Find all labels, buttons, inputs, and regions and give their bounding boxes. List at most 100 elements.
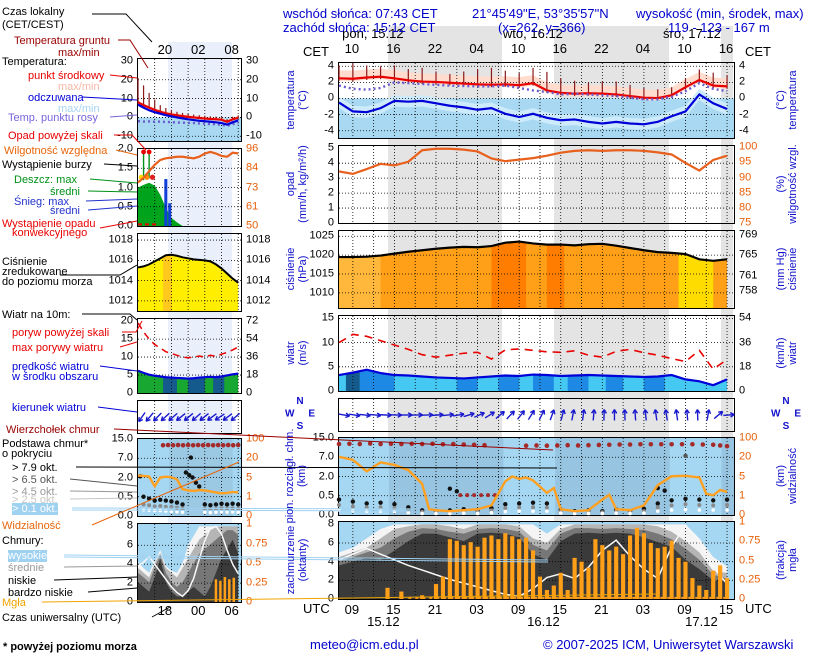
legend-item: w środku obszaru (12, 371, 99, 383)
time-axis-label: 22 (594, 41, 609, 56)
compass-north: N (782, 396, 790, 407)
panel-mini-clouds: 15.0 7.0 2.0 0.5 0.0 100 20 5 1 0 (112, 432, 265, 521)
axis-tick-label: 5 (327, 141, 334, 154)
axis-tick-label: 0 (246, 110, 253, 123)
axis-tick-label: 6 (126, 538, 133, 551)
time-axis-label: pon, 15.12 (342, 26, 404, 41)
plot-mini-cloud (137, 439, 241, 516)
axis-tick-label: 73 (246, 180, 259, 193)
axis-tick-label: 20 (120, 73, 133, 86)
legend-item: max/min (58, 47, 100, 59)
axis-tick-label: 20 (739, 450, 752, 463)
axis-label-pressure-right: (mm Hg) ciśnienie (775, 247, 799, 291)
plot-main-dir (338, 399, 735, 431)
time-axis-label: 21 (427, 602, 443, 617)
legend-item: odczuwana (28, 92, 84, 104)
axis-tick-label: 90 (739, 170, 752, 183)
plot-mini-okt (137, 524, 241, 602)
axis-tick-label: 2.0 (117, 470, 133, 483)
axis-tick-label: 54 (246, 332, 259, 345)
axis-tick-label: 0.5 (246, 556, 262, 569)
axis-tick-label: 2 (739, 75, 746, 88)
axis-label-fog-right: (frakcja) mgła (775, 540, 799, 580)
coordinates: 21°45'49"E, 53°35'57"N (472, 6, 609, 21)
time-axis-label: 17.12 (685, 614, 718, 629)
axis-tick-label: 0 (246, 509, 253, 522)
panel-mini-temperature: 30 20 10 0 -10 30 20 10 0 -10 (117, 54, 262, 142)
axis-tick-label: 0 (739, 592, 746, 605)
contact-email-link[interactable]: meteo@icm.edu.pl (310, 637, 419, 652)
panel-cloud-cover-fog: 8 6 4 2 0 1 0.75 0.5 0.25 0 (328, 515, 761, 604)
axis-tick-label: 8 (126, 519, 133, 532)
axis-tick-label: 1015 (309, 267, 334, 280)
axis-tick-label: 7.0 (117, 451, 133, 464)
axis-tick-label: 15 (120, 332, 133, 345)
legend-item: niskie (8, 575, 37, 587)
time-axis-label: 04 (635, 41, 651, 56)
time-axis-top-main: pon, 15.12 wto, 16.12 śro, 17.12 10 16 22 04 10… (338, 26, 733, 56)
time-axis-label: 16 (386, 41, 401, 56)
axis-label-cloud-left: pion. rozciągł. chm. (km) (284, 428, 308, 524)
axis-label-visibility-right: (km) widzialność (775, 447, 799, 505)
legend-item: Temperatura gruntu (14, 35, 110, 47)
axis-tick-label: 0.5 (117, 490, 133, 503)
axis-tick-label: 10 (246, 91, 259, 104)
altitude-label: wysokość (min, środek, max) (636, 6, 804, 21)
axis-tick-label: 1018 (108, 233, 133, 246)
utc-label-right: UTC (745, 601, 772, 616)
legend-item: max/min (58, 103, 100, 115)
panel-pressure: 1025 1020 1015 1010 769 765 761 758 (310, 229, 757, 309)
axis-tick-label: 75 (739, 216, 752, 229)
time-axis-label: 15 (718, 602, 734, 617)
axis-tick-label: 0.5 (318, 489, 334, 502)
axis-tick-label: 2 (126, 576, 133, 589)
axis-tick-label: 1.0 (117, 180, 133, 193)
axis-tick-label: 0 (739, 384, 746, 397)
legend-item: > 6.5 okt. (12, 474, 58, 486)
time-axis-label: 06 (224, 603, 239, 618)
axis-tick-label: 1 (327, 201, 334, 214)
legend-item: Podstawa chmur* (2, 438, 89, 450)
axis-tick-label: 20 (246, 73, 259, 86)
panel-precipitation-humidity: 5 4 3 2 1 0 100 95 90 85 80 75 (328, 141, 757, 229)
panel-mini-precipitation: 2.0 1.5 1.0 0.5 0.0 96 84 73 61 50 (118, 142, 259, 231)
axis-tick-label: 1018 (246, 233, 271, 246)
time-axis-label: 10 (677, 41, 692, 56)
grid-point: (x=262, y=366) (498, 20, 586, 35)
axis-tick-label: 1025 (309, 229, 334, 242)
panel-mini-wind: 20 15 10 5 0 72 54 36 18 0 (121, 315, 259, 399)
axis-tick-label: 0 (739, 91, 746, 104)
sunrise-time: wschód słońca: 07:43 CET (283, 6, 438, 21)
plot-mini-wind (137, 319, 241, 393)
time-axis-bottom-main: 09 15 21 03 09 15 21 03 09 15 15.12 16.12 17.12 (338, 600, 734, 629)
time-axis-label: 09 (677, 602, 692, 617)
legend-item: Wilgotność względna (4, 145, 108, 157)
legend-item: Wierzchołek chmur (6, 424, 100, 436)
plot-main-okt (338, 522, 734, 599)
sunset-time: zachód słońca: 15:12 CET (283, 20, 436, 35)
axis-tick-label: 0.0 (117, 219, 133, 232)
legend-item: max/min (58, 81, 100, 93)
axis-tick-label: 15.0 (111, 432, 133, 445)
axis-tick-label: 54 (739, 311, 752, 324)
legend-item: średnie (8, 562, 45, 574)
axis-tick-label: 100 (246, 432, 265, 445)
copyright: © 2007-2025 ICM, Uniwersytet Warszawski (543, 637, 794, 652)
axis-tick-label: 2 (327, 186, 334, 199)
legend-item: średni (50, 186, 80, 198)
axis-tick-label: 0 (246, 595, 253, 608)
legend-item: Chmury: (2, 535, 44, 547)
axis-tick-label: 10 (120, 91, 133, 104)
axis-tick-label: -2 (324, 108, 334, 121)
axis-tick-label: 0 (126, 386, 133, 399)
axis-tick-label: 5 (246, 470, 253, 483)
axis-tick-label: 0.25 (739, 573, 761, 586)
legend-item: Wystąpienie burzy (2, 159, 92, 171)
axis-tick-label: 5 (327, 360, 334, 373)
axis-tick-label: 1014 (246, 273, 271, 286)
axis-tick-label: 0 (327, 384, 334, 397)
axis-tick-label: 761 (739, 269, 758, 282)
legend-item: Widzialność (2, 520, 61, 532)
axis-tick-label: 85 (739, 186, 752, 199)
axis-tick-label: 36 (246, 350, 259, 363)
